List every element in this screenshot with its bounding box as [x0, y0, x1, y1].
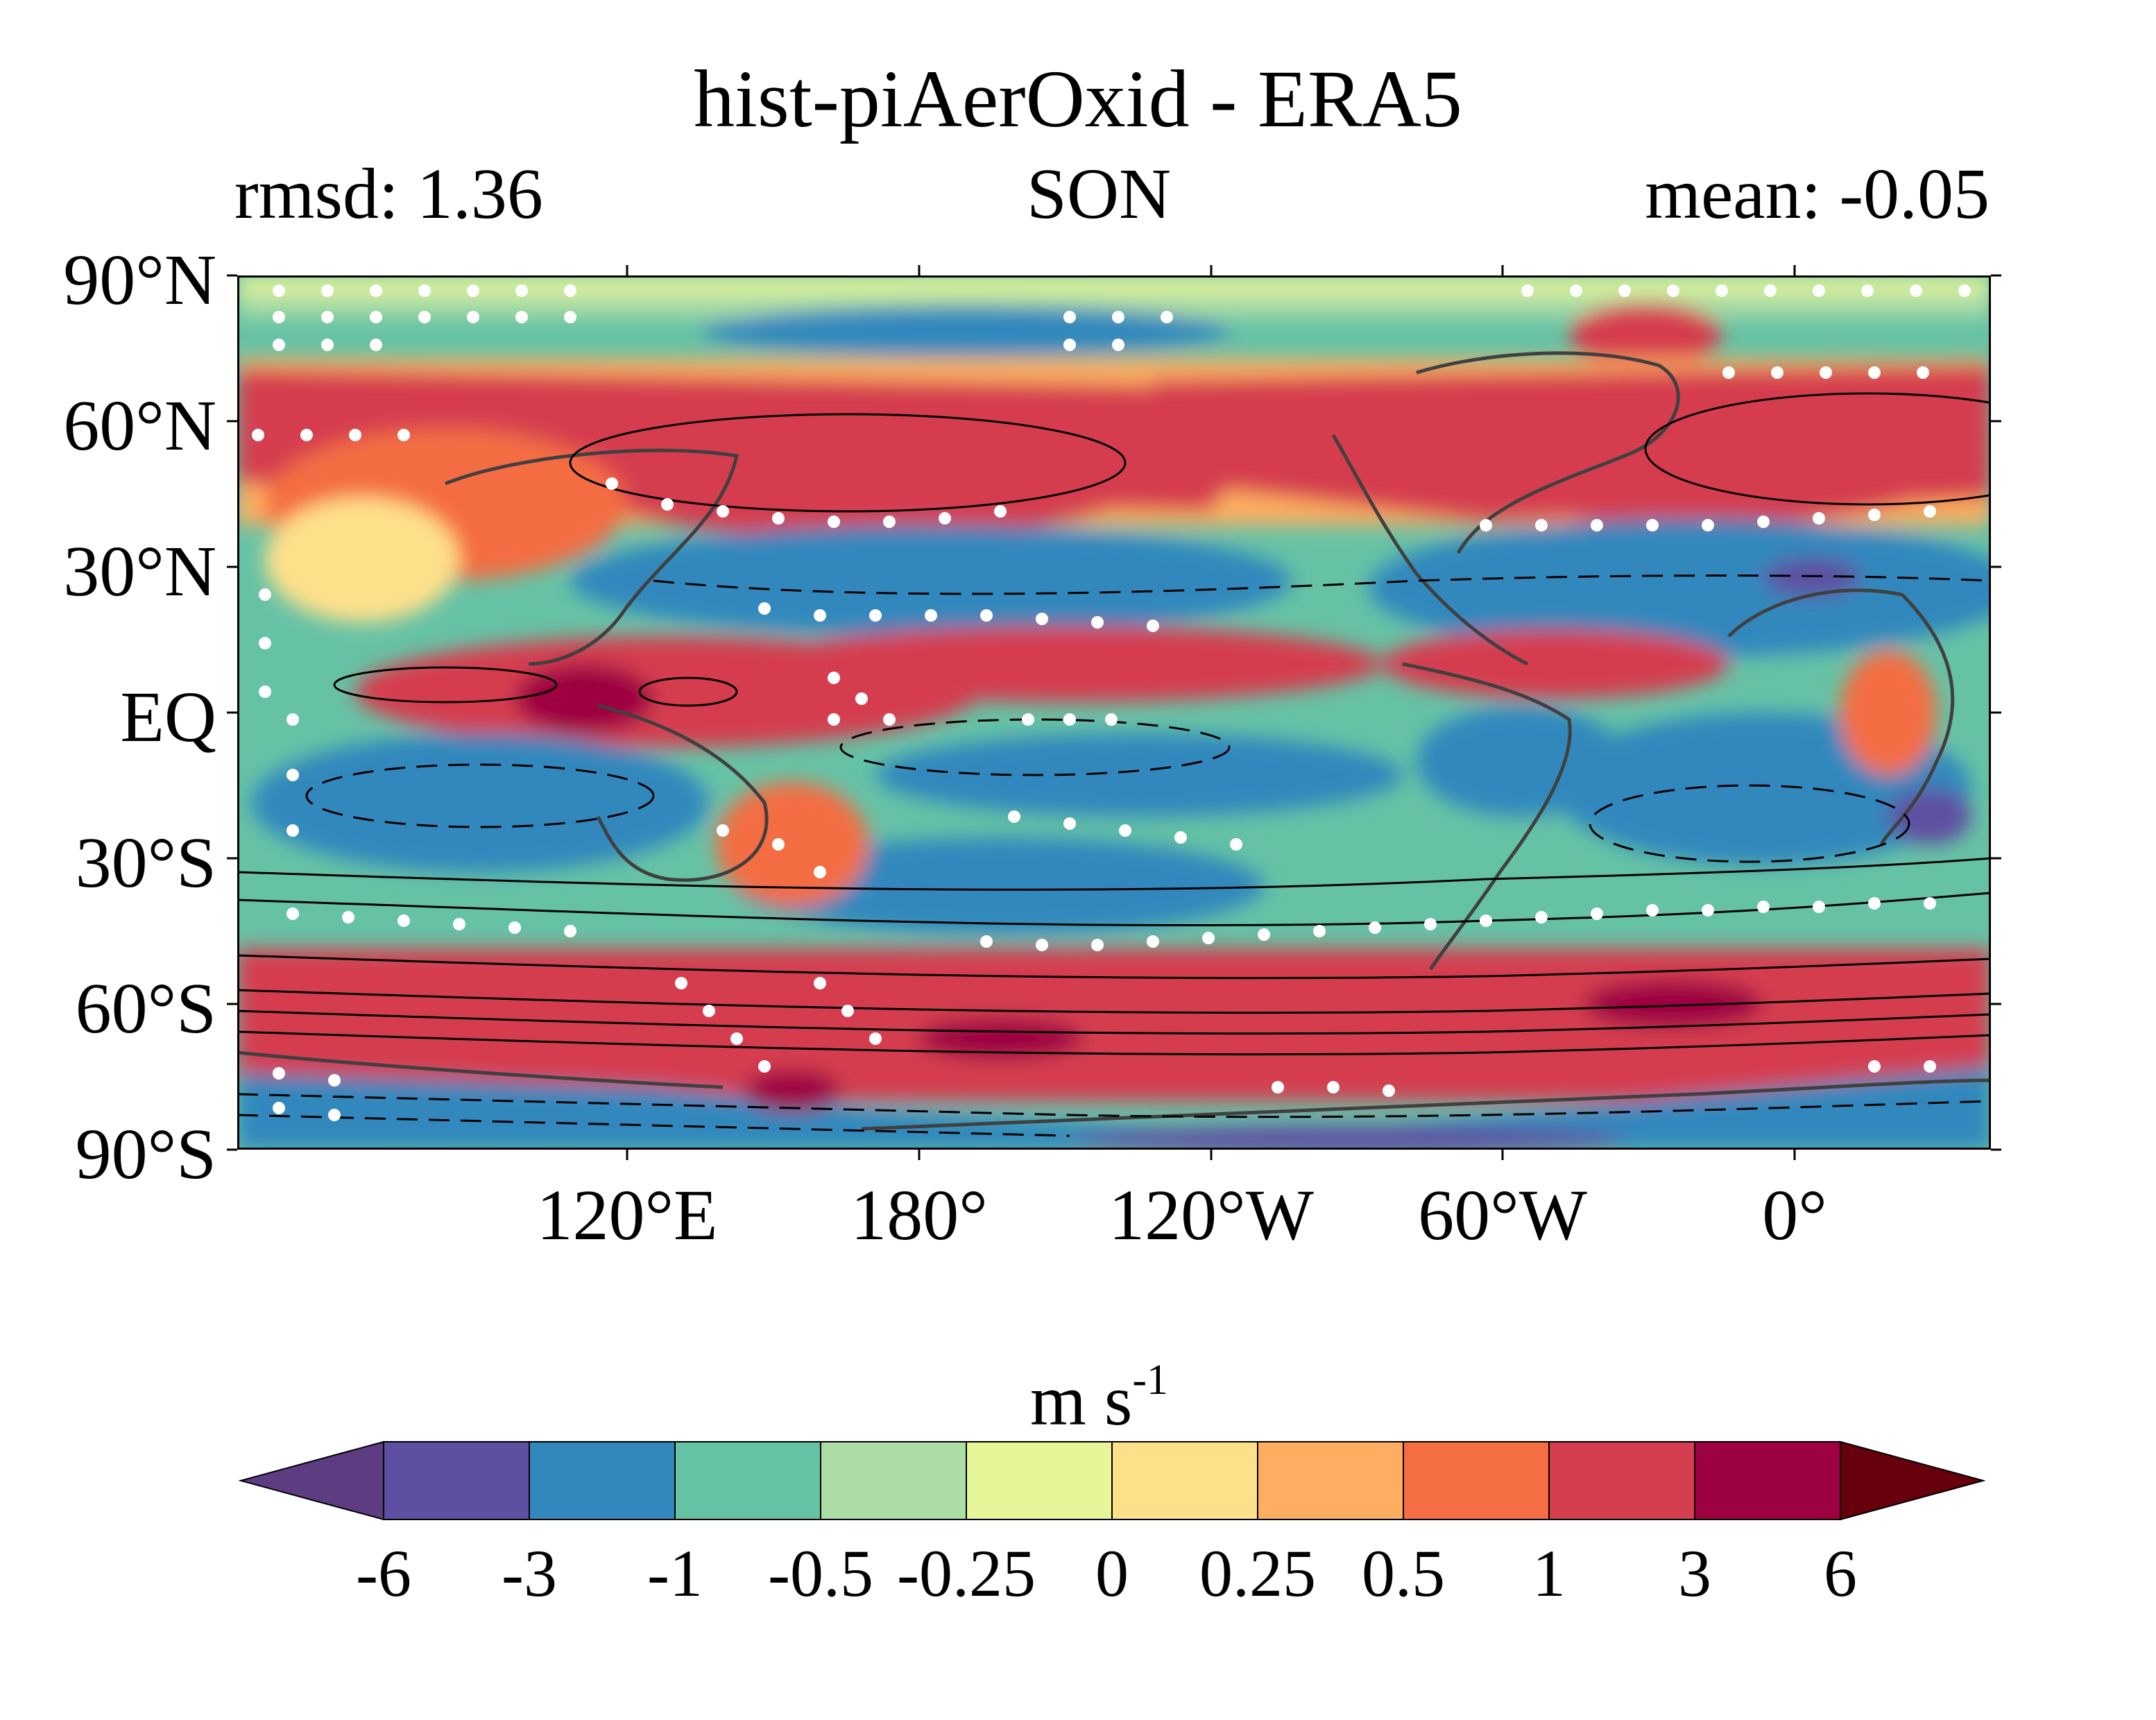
map-panel [237, 275, 1991, 1150]
lat-label-30n: 30°N [63, 531, 216, 611]
lat-label-60n: 60°N [63, 386, 216, 466]
colorbar-swatch [1694, 1441, 1841, 1520]
colorbar-swatch [529, 1441, 676, 1520]
colorbar-unit-exponent: -1 [1132, 1356, 1169, 1404]
dashed-contours [237, 574, 1991, 1137]
colorbar-tick-label: 6 [1824, 1536, 1857, 1610]
colorbar-unit-base: m s [1030, 1361, 1133, 1440]
colorbar-swatch [1111, 1441, 1258, 1520]
colorbar-tick-label: -3 [502, 1536, 557, 1610]
lon-label-120e: 120°E [536, 1175, 718, 1255]
colorbar-tick-label: 3 [1678, 1536, 1711, 1610]
rmsd-label: rmsd: 1.36 [234, 154, 543, 234]
coastlines [237, 351, 1991, 1131]
lat-label-eq: EQ [120, 677, 216, 757]
lat-label-60s: 60°S [75, 969, 216, 1048]
colorbar-tick-label: 0 [1095, 1536, 1129, 1610]
season-label: SON [1027, 154, 1172, 234]
colorbar-tick-label: 0.5 [1362, 1536, 1445, 1610]
map-title: hist-piAerOxid - ERA5 [694, 53, 1462, 144]
colorbar-over-arrow [1840, 1440, 1986, 1521]
colorbar-swatch [1548, 1441, 1695, 1520]
colorbar-swatch [383, 1441, 530, 1520]
colorbar-tick-label: -0.5 [768, 1536, 873, 1610]
colorbar-tick-label: -1 [647, 1536, 703, 1610]
colorbar-tick-label: 0.25 [1199, 1536, 1316, 1610]
map-border [237, 275, 1991, 1150]
colorbar-swatch [1257, 1441, 1404, 1520]
lon-label-0: 0° [1762, 1175, 1827, 1255]
lat-label-90n: 90°N [63, 240, 216, 320]
wind-field [237, 275, 1991, 1150]
colorbar-tick-label: -0.25 [897, 1536, 1036, 1610]
lon-label-60w: 60°W [1418, 1175, 1587, 1255]
colorbar-tick-label: -6 [356, 1536, 411, 1610]
lat-label-30s: 30°S [75, 823, 216, 903]
lat-label-90s: 90°S [75, 1114, 216, 1194]
colorbar-swatch [1403, 1441, 1550, 1520]
colorbar-swatch [966, 1441, 1113, 1520]
stippling [252, 284, 1971, 1121]
colorbar-unit: m s-1 [1030, 1359, 1168, 1437]
colorbar-under-arrow [238, 1440, 384, 1521]
lon-label-180: 180° [850, 1175, 988, 1255]
contour-lines [237, 392, 1991, 1056]
colorbar-tick-label: 1 [1532, 1536, 1566, 1610]
colorbar-swatch [820, 1441, 967, 1520]
mean-label: mean: -0.05 [1645, 154, 1990, 234]
lon-label-120w: 120°W [1109, 1175, 1314, 1255]
colorbar-swatch [674, 1441, 821, 1520]
